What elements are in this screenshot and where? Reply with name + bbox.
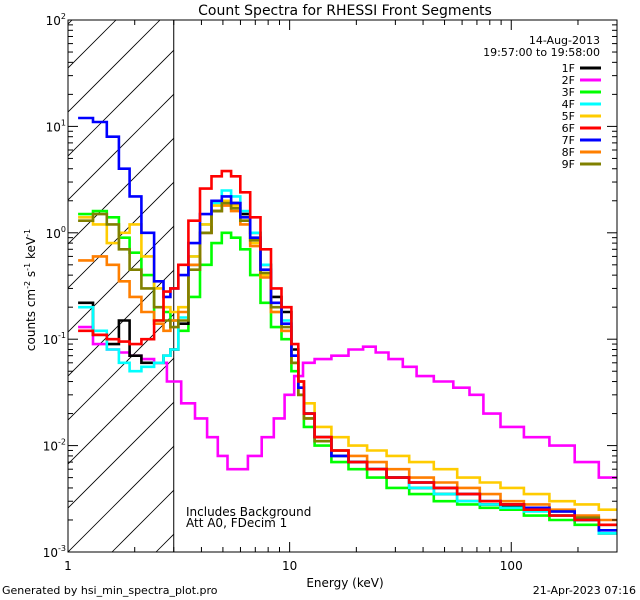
y-axis-label: counts cm-2 s-1 keV-1 — [23, 229, 38, 351]
y-axis-label-exp2: -1 — [23, 263, 32, 271]
hatch-line — [68, 49, 174, 157]
y-tick-label: 100 — [46, 225, 66, 241]
y-axis-label-exp1: -2 — [23, 281, 32, 289]
legend-label-9F: 9F — [562, 158, 575, 171]
hatch-line — [68, 181, 174, 289]
hatch-line — [68, 20, 161, 113]
hatch-line — [68, 401, 174, 509]
series-line-6F — [78, 169, 617, 527]
y-axis-label-mid2: keV — [24, 236, 38, 263]
legend-label-7F: 7F — [562, 134, 575, 147]
y-tick-exponent: -3 — [58, 544, 66, 553]
y-axis-label-exp3: -1 — [23, 229, 32, 237]
y-axis-label-base: counts cm — [24, 289, 38, 351]
x-tick-label: 100 — [500, 559, 523, 573]
y-tick-base: 10 — [43, 333, 58, 347]
legend-label-5F: 5F — [562, 110, 575, 123]
plot-frame — [67, 19, 618, 553]
y-tick-exponent: 0 — [61, 225, 66, 234]
annotation-attenuator: Att A0, FDecim 1 — [186, 516, 287, 530]
legend-label-6F: 6F — [562, 122, 575, 135]
y-tick-base: 10 — [46, 120, 61, 134]
footer-timestamp: 21-Apr-2023 07:16 — [533, 584, 636, 597]
hatch-line — [68, 20, 117, 69]
observation-date: 14-Aug-2013 — [529, 34, 600, 47]
x-tick-label: 10 — [282, 559, 297, 573]
legend-label-3F: 3F — [562, 86, 575, 99]
y-tick-base: 10 — [43, 546, 58, 560]
y-tick-exponent: -2 — [58, 438, 66, 447]
axis-ticks — [67, 19, 618, 553]
legend-label-2F: 2F — [562, 74, 575, 87]
footer-generated-by: Generated by hsi_min_spectra_plot.pro — [2, 584, 218, 597]
x-tick-label: 1 — [64, 559, 72, 573]
chart-title: Count Spectra for RHESSI Front Segments — [198, 3, 492, 19]
y-tick-exponent: -1 — [58, 331, 66, 340]
observation-time-range: 19:57:00 to 19:58:00 — [483, 46, 600, 59]
y-tick-base: 10 — [43, 440, 58, 454]
legend-label-4F: 4F — [562, 98, 575, 111]
y-tick-exponent: 1 — [61, 118, 66, 127]
y-tick-label: 10-2 — [43, 438, 66, 454]
hatched-region — [68, 20, 175, 552]
y-tick-label: 101 — [46, 118, 66, 134]
x-tick-labels: 1 10 100 — [64, 559, 523, 573]
hatch-line — [68, 225, 174, 333]
hatch-line — [68, 357, 174, 465]
annotation-background: Includes Background — [186, 505, 311, 519]
y-tick-label: 102 — [46, 12, 66, 28]
y-axis-label-mid1: s — [24, 271, 38, 281]
series-layer — [78, 116, 617, 535]
x-axis-label: Energy (keV) — [306, 576, 383, 590]
y-tick-exponent: 2 — [61, 12, 66, 21]
legend-label-1F: 1F — [562, 62, 575, 75]
y-tick-label: 10-1 — [43, 331, 66, 347]
y-tick-label: 10-3 — [43, 544, 66, 560]
legend-label-8F: 8F — [562, 146, 575, 159]
series-line-8F — [78, 204, 617, 522]
y-tick-base: 10 — [46, 227, 61, 241]
hatch-line — [68, 445, 174, 552]
y-tick-base: 10 — [46, 14, 61, 28]
